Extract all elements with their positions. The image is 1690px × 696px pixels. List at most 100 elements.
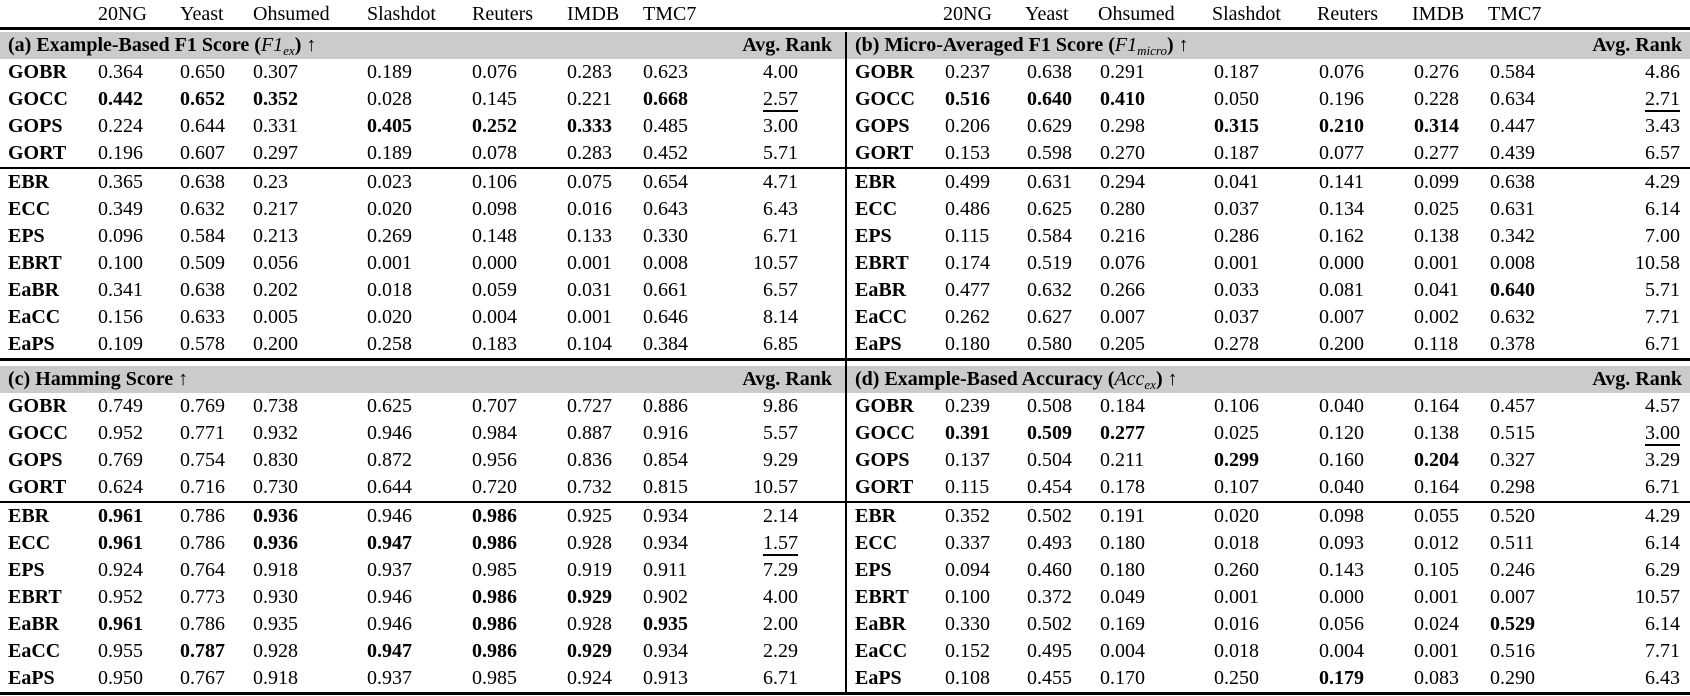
metric-value: 0.640 (1490, 279, 1535, 301)
avg-rank-cell: 6.57 (728, 277, 845, 304)
avg-rank-value: 6.71 (1645, 333, 1680, 355)
method-label: EaPS (855, 333, 902, 355)
avg-rank-cell: 2.29 (728, 638, 845, 665)
avg-rank-cell: 4.86 (1575, 59, 1690, 86)
column-header-yeast: Yeast (1025, 3, 1069, 25)
metric-value: 0.056 (1319, 613, 1364, 635)
metric-value: 0.769 (180, 395, 225, 417)
avg-rank-value: 6.14 (1645, 532, 1680, 554)
avg-rank-value: 7.00 (1645, 225, 1680, 247)
metric-value: 0.727 (567, 395, 612, 417)
metric-value: 0.228 (1414, 88, 1459, 110)
metric-value: 0.913 (643, 667, 688, 689)
metric-value: 0.352 (945, 505, 990, 527)
metric-value: 0.442 (98, 88, 143, 110)
metric-value: 0.314 (1414, 115, 1459, 137)
title-segment: F1 (260, 34, 284, 56)
metric-value: 0.217 (253, 198, 298, 220)
avg-rank-value: 6.57 (763, 279, 798, 301)
metric-value: 0.934 (643, 640, 688, 662)
avg-rank-value: 2.29 (763, 640, 798, 662)
metric-value: 0.786 (180, 532, 225, 554)
metric-value: 0.947 (367, 640, 412, 662)
metric-value: 0.932 (253, 422, 298, 444)
metric-value: 0.720 (472, 476, 517, 498)
avg-rank-value: 3.43 (1645, 115, 1680, 137)
metric-value: 0.607 (180, 142, 225, 164)
section-c: (c) Hamming Score ↑ Avg. Rank GOBR 0.749 0.7… (0, 366, 845, 695)
metric-value: 0.640 (1027, 88, 1072, 110)
metric-value: 0.516 (1490, 640, 1535, 662)
avg-rank-cell: 6.43 (728, 196, 845, 223)
metric-value: 0.294 (1100, 171, 1145, 193)
metric-value: 0.519 (1027, 252, 1072, 274)
method-label: EBRT (855, 586, 909, 608)
section-title: (d) Example-Based Accuracy (Accex) ↑ (847, 366, 1575, 393)
metric-value: 0.439 (1490, 142, 1535, 164)
metric-value: 0.145 (472, 88, 517, 110)
section-b: (b) Micro-Averaged F1 Score (F1micro) ↑ A… (847, 32, 1690, 361)
metric-value: 0.815 (643, 476, 688, 498)
method-label: EBRT (8, 586, 62, 608)
metric-value: 0.584 (1490, 61, 1535, 83)
metric-value: 0.204 (1414, 449, 1459, 471)
avg-rank-value: 7.71 (1645, 306, 1680, 328)
metric-value: 0.307 (253, 61, 298, 83)
metric-value: 0.738 (253, 395, 298, 417)
metric-value: 0.887 (567, 422, 612, 444)
metric-value: 0.643 (643, 198, 688, 220)
metric-value: 0.170 (1100, 667, 1145, 689)
metric-value: 0.020 (367, 306, 412, 328)
section-title: (a) Example-Based F1 Score (F1ex) ↑ (0, 32, 728, 59)
column-header-imdb: IMDB (1412, 3, 1465, 25)
metric-value: 0.298 (1100, 115, 1145, 137)
metric-value: 0.787 (180, 640, 225, 662)
metric-value: 0.946 (367, 613, 412, 635)
avg-rank-value: 2.00 (763, 613, 798, 635)
avg-rank-cell: 3.29 (1575, 447, 1690, 474)
metric-value: 0.098 (472, 198, 517, 220)
metric-value: 0.041 (1414, 279, 1459, 301)
metric-value: 0.634 (1490, 88, 1535, 110)
metric-value: 0.460 (1027, 559, 1072, 581)
metric-value: 0.946 (367, 422, 412, 444)
column-header-tmc7: TMC7 (643, 3, 697, 25)
metric-value: 0.183 (472, 333, 517, 355)
column-header-slashdot: Slashdot (367, 3, 436, 25)
half-body: (b) Micro-Averaged F1 Score (F1micro) ↑ A… (845, 32, 1690, 695)
metric-value: 0.333 (567, 115, 612, 137)
metric-value: 0.985 (472, 559, 517, 581)
metric-value: 0.138 (1414, 422, 1459, 444)
metric-value: 0.169 (1100, 613, 1145, 635)
method-label: GOPS (855, 115, 910, 137)
data-row-gobr: GOBR 0.749 0.769 0.738 0.625 0.707 0.727 0.886 9… (0, 393, 845, 420)
left-half-table: 20NG Yeast Ohsumed Slashdot Reuters IMDB TMC7 (… (0, 0, 845, 695)
metric-value: 0.196 (98, 142, 143, 164)
metric-value: 0.055 (1414, 505, 1459, 527)
metric-value: 0.764 (180, 559, 225, 581)
metric-value: 0.115 (945, 225, 990, 247)
metric-value: 0.477 (945, 279, 990, 301)
metric-value: 0.504 (1027, 449, 1072, 471)
metric-value: 0.950 (98, 667, 143, 689)
metric-value: 0.018 (1214, 640, 1259, 662)
metric-value: 0.213 (253, 225, 298, 247)
metric-value: 0.118 (1414, 333, 1459, 355)
metric-value: 0.291 (1100, 61, 1145, 83)
metric-value: 0.644 (180, 115, 225, 137)
metric-value: 0.495 (1027, 640, 1072, 662)
section-a: (a) Example-Based F1 Score (F1ex) ↑ Avg. … (0, 32, 845, 361)
metric-value: 0.077 (1319, 142, 1364, 164)
avg-rank-cell: 2.57 (728, 86, 845, 113)
metric-value: 0.081 (1319, 279, 1364, 301)
section-d: (d) Example-Based Accuracy (Accex) ↑ Avg.… (847, 366, 1690, 695)
avg-rank-value: 4.57 (1645, 395, 1680, 417)
metric-value: 0.986 (472, 613, 517, 635)
metric-value: 0.001 (367, 252, 412, 274)
data-row-eaps: EaPS 0.180 0.580 0.205 0.278 0.200 0.118 0.378 6… (847, 331, 1690, 358)
metric-value: 0.936 (253, 532, 298, 554)
avg-rank-value: 4.00 (763, 61, 798, 83)
metric-value: 0.516 (945, 88, 990, 110)
data-row-ebr: EBR 0.499 0.631 0.294 0.041 0.141 0.099 0.638 4.… (847, 167, 1690, 196)
metric-value: 0.520 (1490, 505, 1535, 527)
